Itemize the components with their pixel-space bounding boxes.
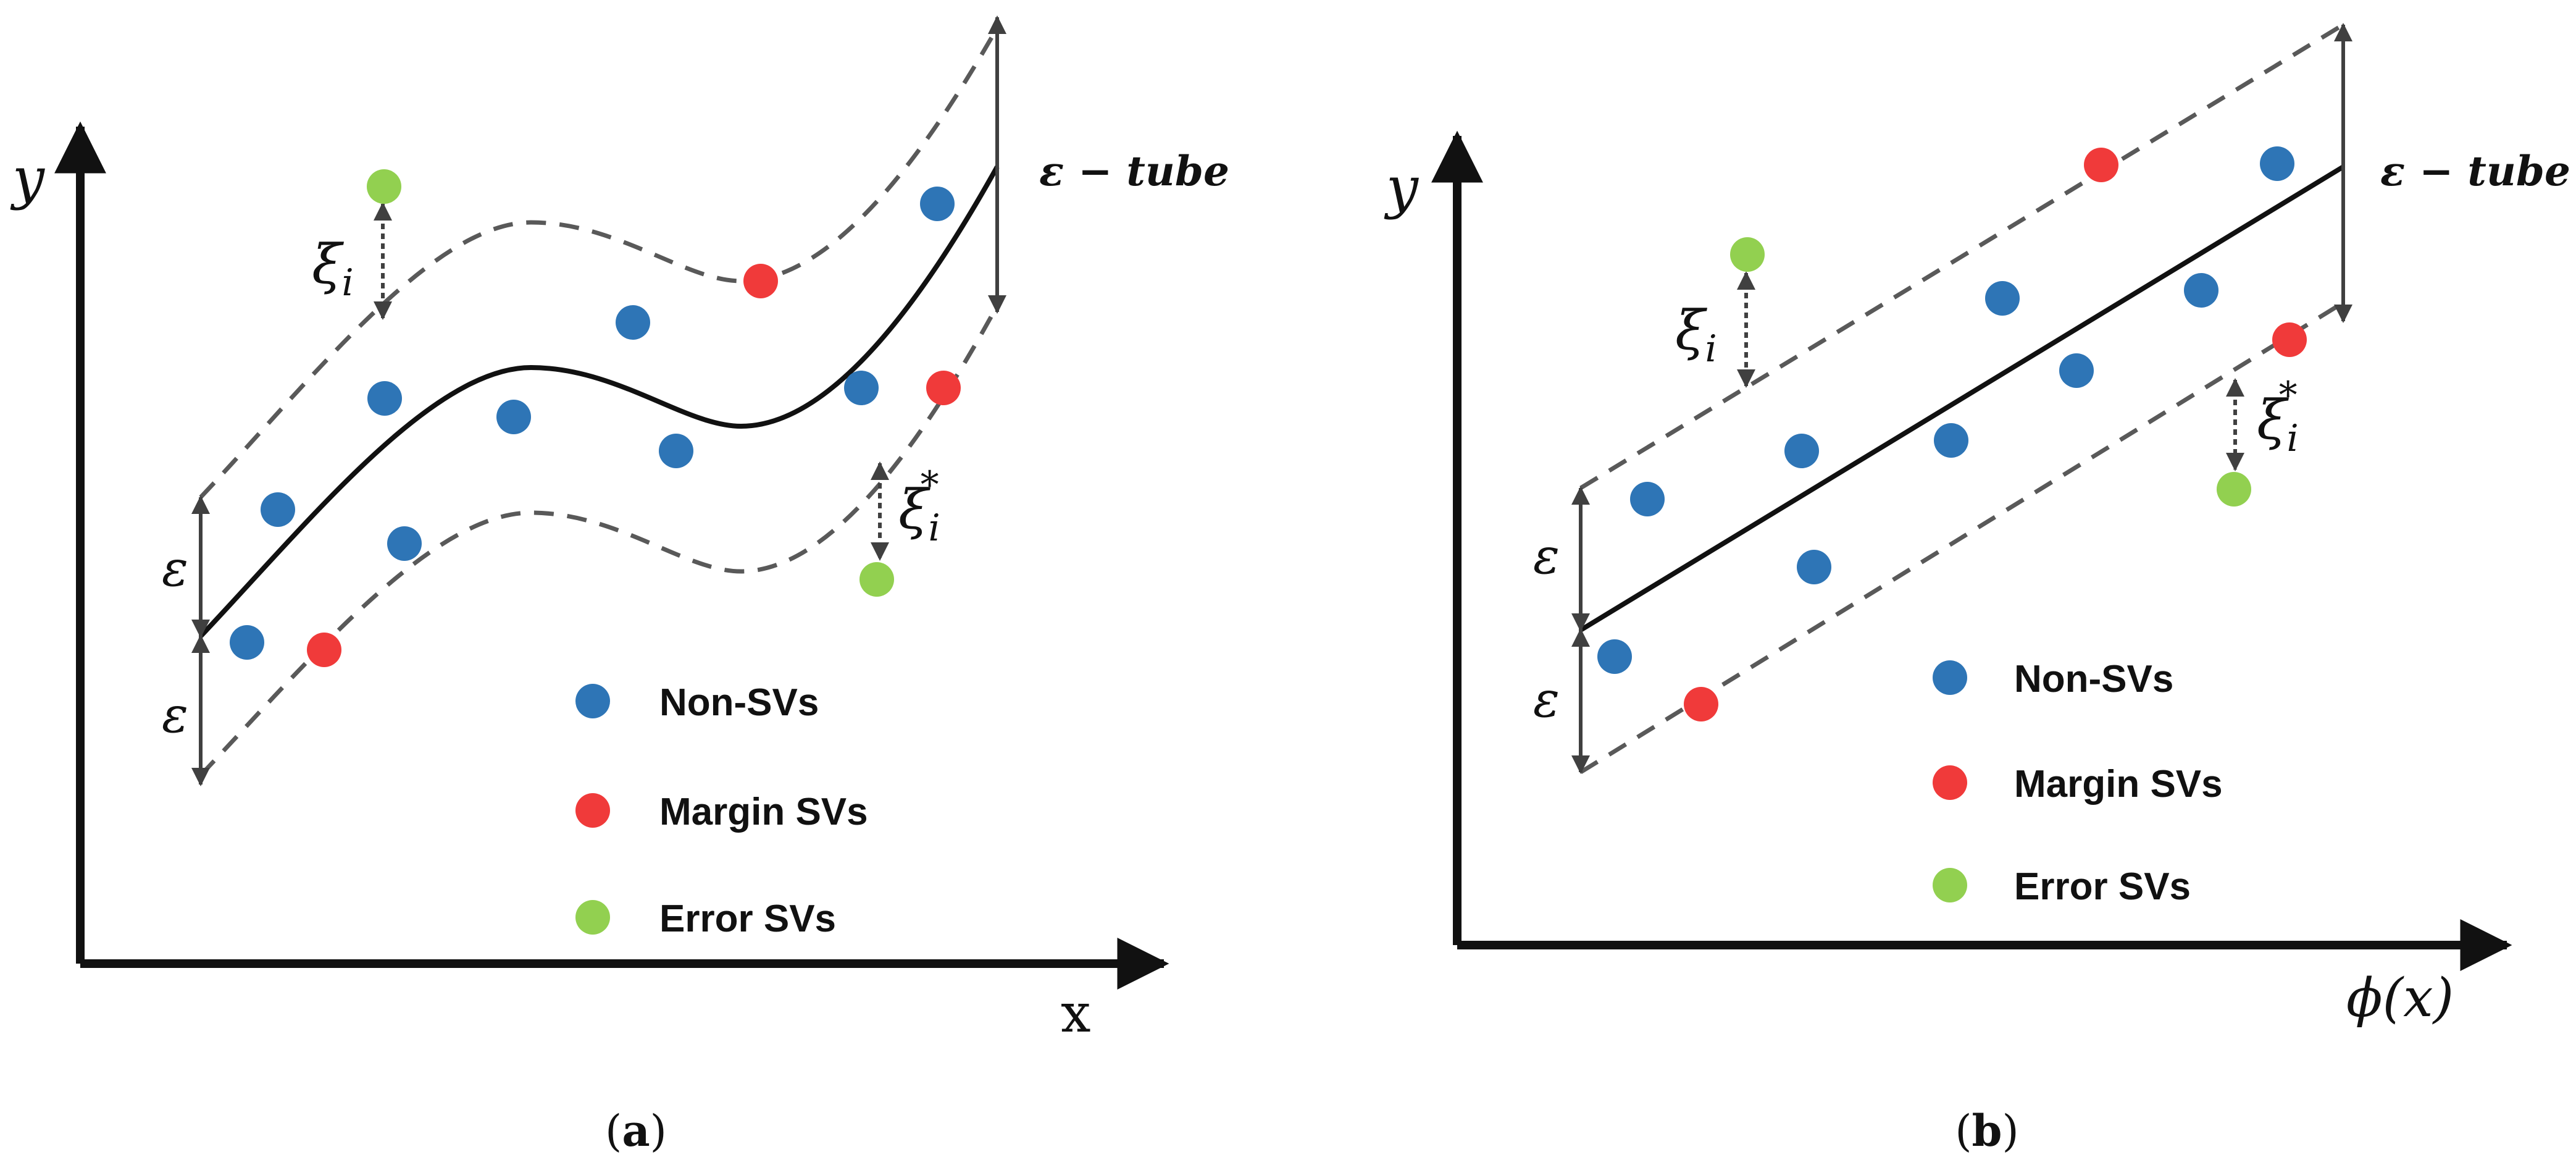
panel-b-tube-upper <box>1579 23 2344 490</box>
panel-b-non-sv-point <box>1934 423 1968 458</box>
panel-b-tube-label: ε − tube <box>2380 147 2570 195</box>
panel-b-regression-line <box>1579 164 2345 633</box>
panel-a-x-label: x <box>1061 983 1091 1045</box>
panel-b-y-label: y <box>1384 154 1419 221</box>
panel-a-epsilon-upper-label: ε <box>162 540 188 597</box>
legend-non-sv-label: Non-SVs <box>2014 658 2173 700</box>
panel-a-xi-star-label: ξi* <box>898 463 940 550</box>
panel-a-margin-sv-point <box>307 633 341 667</box>
legend-margin-sv-marker <box>575 793 610 828</box>
panel-b: y ϕ(x) ε ε ε − tube ξi ξi* <box>1384 23 2570 1156</box>
panel-a-non-sv-point <box>920 187 955 221</box>
panel-a-epsilon-lower-label: ε <box>162 686 188 744</box>
panel-a-non-sv-point <box>387 526 422 561</box>
panel-a-non-sv-point <box>261 492 295 527</box>
legend-error-sv-label: Error SVs <box>659 898 836 940</box>
panel-b-non-sv-point <box>1784 434 1819 468</box>
panel-a-margin-sv-point <box>926 371 961 405</box>
panel-b-non-sv-point <box>2260 146 2294 181</box>
legend-error-sv-marker <box>575 900 610 935</box>
panel-b-caption: (b) <box>1955 1105 2019 1156</box>
panel-b-margin-sv-point <box>1684 687 1718 721</box>
legend-margin-sv-label: Margin SVs <box>659 791 868 833</box>
panel-a: y x ε ε ε − tube ξi ξi* <box>10 15 1229 1156</box>
legend-margin-sv-label: Margin SVs <box>2014 763 2223 805</box>
panel-a-regression-curve <box>199 166 1000 638</box>
panel-b-error-sv-point <box>2217 472 2251 507</box>
panel-a-tube-label: ε − tube <box>1039 147 1229 195</box>
panel-a-margin-sv-point <box>743 264 778 298</box>
legend-error-sv-marker <box>1933 868 1967 902</box>
panel-a-y-label: y <box>10 145 45 211</box>
panel-a-legend: Non-SVs Margin SVs Error SVs <box>575 681 868 940</box>
panel-b-non-sv-point <box>2184 273 2218 308</box>
panel-b-non-sv-point <box>1630 482 1665 516</box>
panel-a-non-sv-point <box>496 400 531 434</box>
panel-b-epsilon-lower-label: ε <box>1533 671 1560 728</box>
panel-a-non-sv-point <box>367 381 402 416</box>
panel-a-non-sv-point <box>844 371 879 405</box>
panel-b-x-label: ϕ(x) <box>2346 967 2454 1029</box>
panel-b-legend: Non-SVs Margin SVs Error SVs <box>1933 658 2223 908</box>
legend-non-sv-marker <box>1933 660 1967 695</box>
panel-a-non-sv-point <box>659 434 693 468</box>
panel-a-error-sv-point <box>859 562 894 597</box>
legend-margin-sv-marker <box>1933 765 1967 800</box>
panel-b-non-sv-point <box>1985 281 2020 316</box>
panel-b-non-sv-point <box>1597 639 1632 674</box>
panel-b-margin-sv-point <box>2272 322 2307 357</box>
panel-a-tube-upper <box>199 27 1000 499</box>
panel-a-non-sv-point <box>230 625 264 660</box>
legend-error-sv-label: Error SVs <box>2014 865 2191 908</box>
panel-b-margin-sv-point <box>2084 148 2118 182</box>
legend-non-sv-marker <box>575 684 610 718</box>
panel-a-caption: (a) <box>605 1105 667 1156</box>
panel-b-epsilon-upper-label: ε <box>1533 528 1560 585</box>
panel-b-non-sv-point <box>1797 550 1831 584</box>
panel-b-xi-star-label: ξi* <box>2257 374 2299 460</box>
panel-a-non-sv-point <box>616 305 650 340</box>
legend-non-sv-label: Non-SVs <box>659 681 819 724</box>
panel-b-non-sv-point <box>2059 353 2094 388</box>
panel-b-error-sv-point <box>1730 237 1765 272</box>
panel-b-xi-label: ξi <box>1675 298 1717 371</box>
panel-a-error-sv-point <box>367 169 401 204</box>
panel-a-xi-label: ξi <box>312 232 354 305</box>
